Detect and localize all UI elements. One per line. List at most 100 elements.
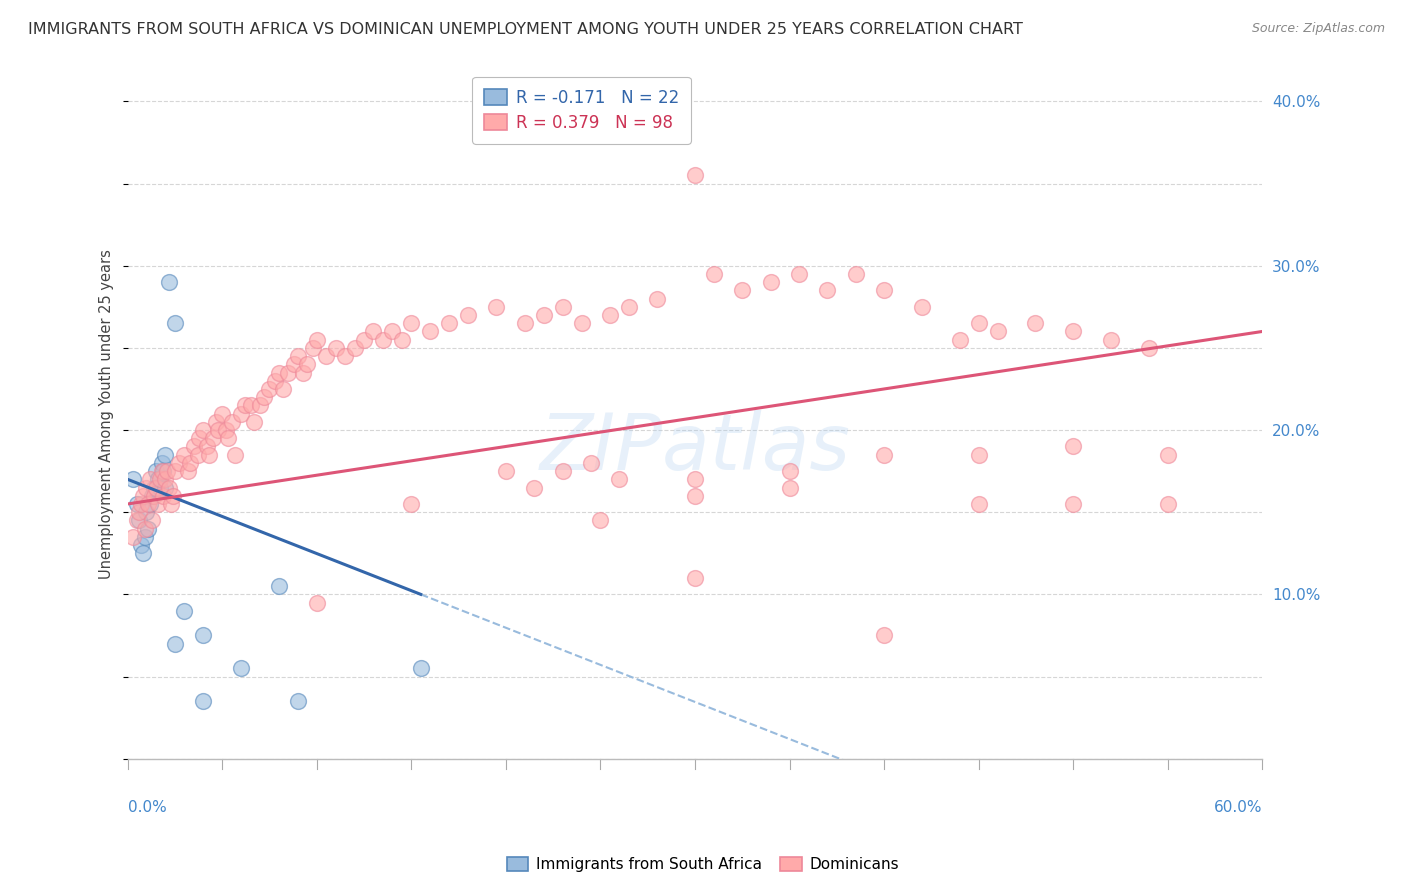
Legend: R = -0.171   N = 22, R = 0.379   N = 98: R = -0.171 N = 22, R = 0.379 N = 98	[472, 77, 690, 144]
Point	[779, 464, 801, 478]
Point	[160, 497, 183, 511]
Point	[145, 481, 167, 495]
Point	[156, 464, 179, 478]
Text: 60.0%: 60.0%	[1213, 800, 1263, 814]
Point	[815, 284, 838, 298]
Point	[683, 571, 706, 585]
Point	[193, 628, 215, 642]
Point	[150, 464, 173, 478]
Point	[229, 407, 252, 421]
Point	[911, 300, 934, 314]
Point	[703, 267, 725, 281]
Point	[409, 661, 432, 675]
Point	[253, 390, 276, 404]
Point	[589, 513, 612, 527]
Point	[513, 316, 536, 330]
Point	[149, 472, 172, 486]
Point	[152, 464, 174, 478]
Point	[188, 431, 211, 445]
Point	[139, 472, 162, 486]
Point	[138, 497, 160, 511]
Point	[138, 522, 160, 536]
Point	[195, 440, 218, 454]
Point	[162, 489, 184, 503]
Point	[177, 464, 200, 478]
Point	[277, 366, 299, 380]
Point	[1062, 497, 1084, 511]
Point	[683, 472, 706, 486]
Point	[157, 481, 180, 495]
Point	[131, 489, 153, 503]
Point	[297, 357, 319, 371]
Point	[305, 596, 328, 610]
Point	[211, 407, 233, 421]
Point	[129, 538, 152, 552]
Point	[134, 522, 156, 536]
Point	[173, 448, 195, 462]
Point	[150, 456, 173, 470]
Point	[523, 481, 546, 495]
Point	[457, 308, 479, 322]
Point	[179, 456, 201, 470]
Point	[1099, 333, 1122, 347]
Point	[353, 333, 375, 347]
Point	[381, 325, 404, 339]
Point	[217, 431, 239, 445]
Legend: Immigrants from South Africa, Dominicans: Immigrants from South Africa, Dominicans	[499, 849, 907, 880]
Point	[198, 448, 221, 462]
Point	[173, 604, 195, 618]
Point	[617, 300, 640, 314]
Point	[131, 546, 153, 560]
Point	[315, 349, 337, 363]
Point	[267, 579, 290, 593]
Point	[283, 357, 305, 371]
Point	[233, 398, 256, 412]
Point	[333, 349, 356, 363]
Point	[325, 341, 347, 355]
Point	[183, 440, 205, 454]
Point	[143, 481, 166, 495]
Point	[155, 448, 177, 462]
Point	[371, 333, 394, 347]
Point	[193, 694, 215, 708]
Point	[1137, 341, 1160, 355]
Point	[599, 308, 621, 322]
Point	[141, 489, 163, 503]
Point	[571, 316, 593, 330]
Point	[271, 382, 294, 396]
Point	[787, 267, 810, 281]
Point	[645, 292, 668, 306]
Point	[287, 694, 309, 708]
Point	[157, 275, 180, 289]
Point	[264, 374, 287, 388]
Point	[239, 398, 262, 412]
Point	[122, 530, 145, 544]
Point	[401, 497, 423, 511]
Text: 0.0%: 0.0%	[128, 800, 166, 814]
Point	[1024, 316, 1046, 330]
Point	[163, 637, 186, 651]
Point	[207, 423, 229, 437]
Point	[873, 448, 896, 462]
Point	[267, 366, 290, 380]
Point	[437, 316, 460, 330]
Point	[135, 481, 157, 495]
Point	[146, 472, 169, 486]
Point	[551, 464, 574, 478]
Point	[1157, 448, 1180, 462]
Point	[122, 472, 145, 486]
Point	[243, 415, 266, 429]
Point	[125, 497, 148, 511]
Y-axis label: Unemployment Among Youth under 25 years: Unemployment Among Youth under 25 years	[100, 249, 114, 579]
Point	[149, 481, 172, 495]
Point	[134, 530, 156, 544]
Point	[259, 382, 281, 396]
Point	[683, 169, 706, 183]
Point	[873, 284, 896, 298]
Point	[967, 316, 990, 330]
Point	[873, 628, 896, 642]
Point	[163, 316, 186, 330]
Point	[551, 300, 574, 314]
Point	[201, 431, 224, 445]
Point	[759, 275, 782, 289]
